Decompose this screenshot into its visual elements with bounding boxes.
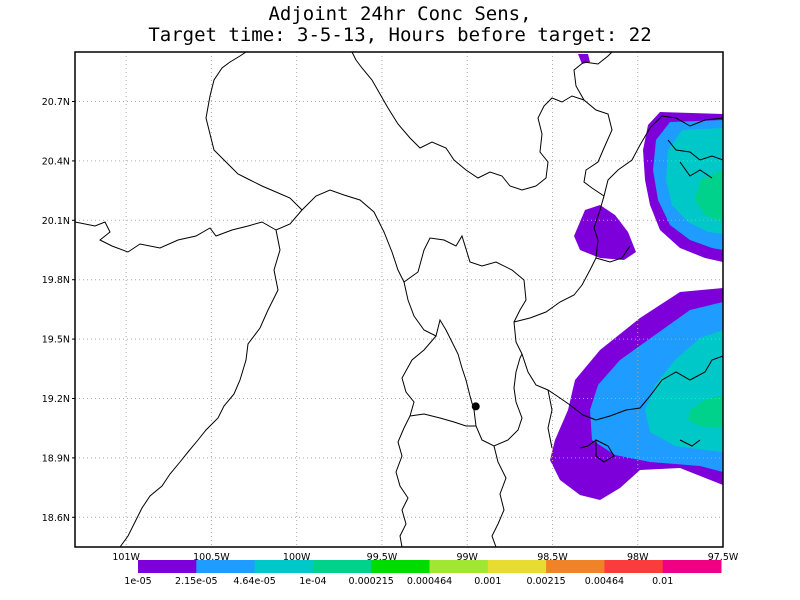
colorbar-swatch bbox=[429, 560, 489, 573]
sensitivity-contours bbox=[550, 54, 723, 500]
lat-tick-label: 18.6N bbox=[42, 513, 70, 524]
colorbar-swatch bbox=[196, 560, 256, 573]
lat-tick-label: 19.2N bbox=[42, 394, 70, 405]
colorbar-level-label: 0.01 bbox=[652, 576, 673, 587]
colorbar-swatch bbox=[546, 560, 605, 573]
lon-tick-label: 98.5W bbox=[537, 552, 568, 563]
colorbar-level-label: 2.15e-05 bbox=[175, 576, 218, 587]
colorbar-level-label: 0.000464 bbox=[407, 576, 452, 587]
colorbar-swatch bbox=[312, 560, 372, 573]
plot-frame bbox=[74, 51, 724, 548]
chart-title-line-1: Adjoint 24hr Conc Sens, bbox=[268, 3, 532, 25]
colorbar-level-label: 1e-04 bbox=[299, 576, 326, 587]
colorbar-swatch bbox=[371, 560, 430, 573]
lat-tick-label: 20.4N bbox=[42, 156, 70, 167]
contour-ne-green bbox=[695, 170, 723, 222]
map-gridlines bbox=[75, 52, 724, 547]
lon-tick-label: 100.5W bbox=[193, 552, 230, 563]
target-location-marker bbox=[471, 402, 480, 411]
lat-tick-label: 19.5N bbox=[42, 335, 70, 346]
colorbar-level-label: 4.64e-05 bbox=[233, 576, 276, 587]
colorbar-swatch bbox=[662, 560, 722, 573]
contour-top-purple bbox=[578, 54, 590, 64]
lon-tick-label: 100W bbox=[283, 552, 311, 563]
colorbar-labels: 1e-05 2.15e-05 4.64e-05 1e-04 0.000215 0.0004… bbox=[124, 576, 673, 587]
colorbar-level-label: 1e-05 bbox=[124, 576, 151, 587]
lon-tick-label: 101W bbox=[112, 552, 140, 563]
contour-island-purple bbox=[574, 205, 636, 260]
colorbar-swatch bbox=[604, 560, 664, 573]
colorbar-level-label: 0.00464 bbox=[585, 576, 624, 587]
lon-tick-label: 97.5W bbox=[708, 552, 739, 563]
latitude-tick-labels: 20.7N 20.4N 20.1N 19.8N 19.5N 19.2N 18.9N 18.6N bbox=[42, 97, 75, 524]
longitude-tick-labels: 101W 100.5W 100W 99.5W 99W 98.5W 98W 97.5W bbox=[112, 552, 738, 563]
lat-tick-label: 20.7N bbox=[42, 97, 70, 108]
state-boundaries bbox=[75, 52, 723, 547]
lon-tick-label: 99.5W bbox=[367, 552, 398, 563]
colorbar-swatch bbox=[487, 560, 547, 573]
colorbar-level-label: 0.000215 bbox=[349, 576, 394, 587]
lat-tick-label: 19.8N bbox=[42, 275, 70, 286]
colorbar-swatch bbox=[138, 560, 197, 573]
contour-se-green bbox=[688, 395, 723, 428]
colorbar-level-label: 0.001 bbox=[474, 576, 501, 587]
lat-tick-label: 18.9N bbox=[42, 453, 70, 464]
lon-tick-label: 98W bbox=[627, 552, 649, 563]
colorbar-swatch bbox=[254, 560, 314, 573]
colorbar-level-label: 0.00215 bbox=[526, 576, 565, 587]
colorbar bbox=[138, 560, 722, 573]
chart-title-line-2: Target time: 3-5-13, Hours before target… bbox=[148, 24, 652, 46]
lat-tick-label: 20.1N bbox=[42, 216, 70, 227]
lon-tick-label: 99W bbox=[456, 552, 478, 563]
